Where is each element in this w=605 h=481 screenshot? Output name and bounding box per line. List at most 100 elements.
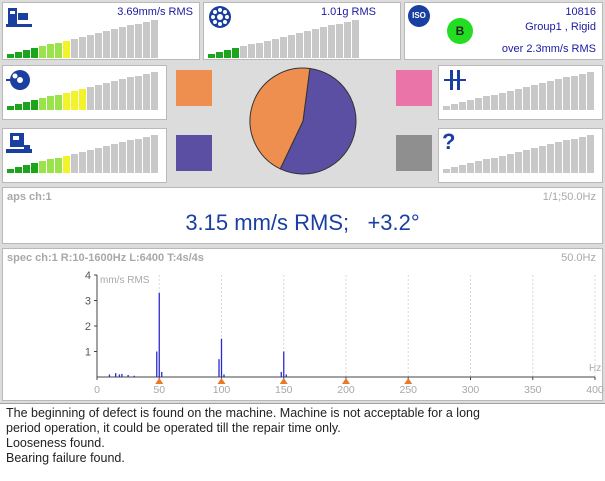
level-segment xyxy=(587,72,594,110)
x-tick-label: 50 xyxy=(153,384,165,396)
acceleration-level-bars xyxy=(208,20,359,58)
level-segment xyxy=(47,44,54,58)
level-segment xyxy=(515,152,522,173)
level-segment xyxy=(531,85,538,110)
level-segment xyxy=(579,137,586,173)
iso-badge: ISO xyxy=(408,5,430,27)
level-segment xyxy=(79,152,86,173)
x-tick-label: 200 xyxy=(337,384,355,396)
level-segment xyxy=(15,104,22,110)
unbalance-icon xyxy=(6,70,30,90)
message-line: period operation, it could be operated t… xyxy=(6,421,341,435)
diagnosis-message: The beginning of defect is found on the … xyxy=(0,403,605,481)
aps-frequency: 1/1;50.0Hz xyxy=(542,191,596,203)
level-segment xyxy=(143,74,150,110)
level-segment xyxy=(95,33,102,58)
level-segment xyxy=(143,137,150,173)
iso-class-badge: B xyxy=(447,18,473,44)
looseness-icon xyxy=(6,133,32,153)
level-segment xyxy=(119,27,126,58)
level-segment xyxy=(547,144,554,173)
iso-standard-id: 10816 xyxy=(565,6,596,18)
level-segment xyxy=(151,72,158,110)
unknown-defect-indicator[interactable]: ? xyxy=(438,128,603,183)
level-segment xyxy=(555,142,562,173)
looseness-indicator[interactable] xyxy=(2,128,167,183)
level-segment xyxy=(23,165,30,173)
level-segment xyxy=(563,140,570,173)
y-tick-label: 2 xyxy=(85,321,91,333)
message-line: Looseness found. xyxy=(6,436,105,450)
aps-panel[interactable]: aps ch:1 1/1;50.0Hz 3.15 mm/s RMS; +3.2° xyxy=(2,187,603,244)
spectrum-panel[interactable]: spec ch:1 R:10-1600Hz L:6400 T:4s/4s 50.… xyxy=(2,248,604,401)
level-segment xyxy=(272,39,279,58)
aps-value: 3.15 mm/s RMS; +3.2° xyxy=(185,210,420,235)
level-segment xyxy=(523,87,530,110)
iso-status-panel[interactable]: ISO B 10816 Group1 , Rigid over 2.3mm/s … xyxy=(404,2,603,60)
spectrum-frequency: 50.0Hz xyxy=(561,252,596,264)
level-segment xyxy=(127,25,134,58)
level-segment xyxy=(563,77,570,110)
level-segment xyxy=(232,48,239,58)
level-segment xyxy=(7,54,14,58)
level-segment xyxy=(127,77,134,110)
unbalance-indicator[interactable] xyxy=(2,65,167,120)
level-segment xyxy=(312,29,319,58)
level-segment xyxy=(224,50,231,58)
level-segment xyxy=(467,163,474,173)
level-segment xyxy=(443,106,450,110)
x-tick-label: 150 xyxy=(275,384,293,396)
level-segment xyxy=(547,81,554,110)
question-icon: ? xyxy=(442,129,456,154)
velocity-level-bars xyxy=(7,20,158,58)
level-segment xyxy=(459,165,466,173)
level-segment xyxy=(288,35,295,58)
level-segment xyxy=(320,27,327,58)
aps-label: aps ch:1 xyxy=(7,191,52,203)
level-segment xyxy=(55,95,62,110)
level-segment xyxy=(304,31,311,58)
spectrum-label: spec ch:1 R:10-1600Hz L:6400 T:4s/4s xyxy=(7,252,204,264)
x-tick-label: 100 xyxy=(213,384,231,396)
harmonic-marker xyxy=(217,378,226,384)
level-segment xyxy=(103,83,110,110)
unbalance-level-bars xyxy=(7,72,158,110)
level-segment xyxy=(15,167,22,173)
machine-icon xyxy=(6,8,32,27)
misalignment-indicator[interactable] xyxy=(438,65,603,120)
level-segment xyxy=(135,139,142,173)
misalignment-color-square xyxy=(396,70,432,106)
level-segment xyxy=(39,98,46,110)
level-segment xyxy=(499,93,506,110)
level-segment xyxy=(539,146,546,173)
harmonic-marker xyxy=(404,378,413,384)
x-tick-label: 300 xyxy=(462,384,480,396)
level-segment xyxy=(539,83,546,110)
level-segment xyxy=(515,89,522,110)
level-segment xyxy=(344,22,351,58)
level-segment xyxy=(79,89,86,110)
level-segment xyxy=(7,169,14,173)
y-tick-label: 1 xyxy=(85,347,91,359)
level-segment xyxy=(467,100,474,110)
level-segment xyxy=(111,144,118,173)
misalignment-level-bars xyxy=(443,72,594,110)
unknown-color-square xyxy=(396,135,432,171)
level-segment xyxy=(296,33,303,58)
level-segment xyxy=(151,20,158,58)
level-segment xyxy=(63,41,70,58)
level-segment xyxy=(15,52,22,58)
y-tick-label: 4 xyxy=(85,270,91,282)
bearing-icon xyxy=(209,6,231,28)
level-segment xyxy=(63,93,70,110)
velocity-indicator[interactable]: 3.69mm/s RMS xyxy=(2,2,200,60)
acceleration-indicator[interactable]: 1.01g RMS xyxy=(203,2,401,60)
level-segment xyxy=(571,139,578,173)
level-segment xyxy=(135,76,142,110)
level-segment xyxy=(23,102,30,110)
level-segment xyxy=(328,25,335,58)
level-segment xyxy=(71,154,78,173)
level-segment xyxy=(87,150,94,173)
level-segment xyxy=(451,104,458,110)
